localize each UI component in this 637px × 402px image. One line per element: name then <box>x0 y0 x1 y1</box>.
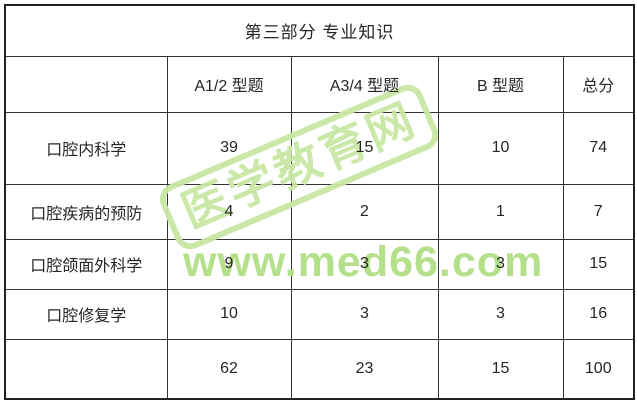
table-cell: 39 <box>166 111 292 185</box>
table-cell: 10 <box>437 111 564 185</box>
row-label-empty <box>4 338 168 400</box>
table-cell: 16 <box>562 288 635 340</box>
column-header-a12: A1/2 型题 <box>166 55 292 113</box>
column-header-b: B 型题 <box>437 55 564 113</box>
row-label: 口腔疾病的预防 <box>4 183 168 240</box>
table-cell: 4 <box>166 183 292 240</box>
row-label: 口腔内科学 <box>4 111 168 185</box>
table-cell: 9 <box>166 238 292 290</box>
table-row: 口腔疾病的预防 4 2 1 7 <box>4 183 635 240</box>
column-header-a34: A3/4 型题 <box>290 55 439 113</box>
table-cell: 15 <box>290 111 439 185</box>
row-label: 口腔颌面外科学 <box>4 238 168 290</box>
table-cell: 62 <box>166 338 292 400</box>
table-cell: 3 <box>290 238 439 290</box>
column-header-empty <box>4 55 168 113</box>
table-total-row: 62 23 15 100 <box>4 338 635 400</box>
table-header-row: A1/2 型题 A3/4 型题 B 型题 总分 <box>4 55 635 113</box>
table-row: 口腔颌面外科学 9 3 3 15 <box>4 238 635 290</box>
table-title-row: 第三部分 专业知识 <box>4 4 635 57</box>
table-cell: 15 <box>562 238 635 290</box>
table-cell: 15 <box>437 338 564 400</box>
table-cell: 10 <box>166 288 292 340</box>
column-header-total: 总分 <box>562 55 635 113</box>
table-cell: 3 <box>437 238 564 290</box>
table-cell: 1 <box>437 183 564 240</box>
table-cell: 2 <box>290 183 439 240</box>
table-row: 口腔修复学 10 3 3 16 <box>4 288 635 340</box>
table-title: 第三部分 专业知识 <box>4 4 635 57</box>
table-row: 口腔内科学 39 15 10 74 <box>4 111 635 185</box>
table-cell: 3 <box>290 288 439 340</box>
table-cell: 23 <box>290 338 439 400</box>
table-cell: 3 <box>437 288 564 340</box>
row-label: 口腔修复学 <box>4 288 168 340</box>
table-cell: 74 <box>562 111 635 185</box>
exam-score-distribution-table: 第三部分 专业知识 A1/2 型题 A3/4 型题 B 型题 总分 口腔内科学 … <box>4 4 636 400</box>
table-cell: 7 <box>562 183 635 240</box>
table-cell: 100 <box>562 338 635 400</box>
